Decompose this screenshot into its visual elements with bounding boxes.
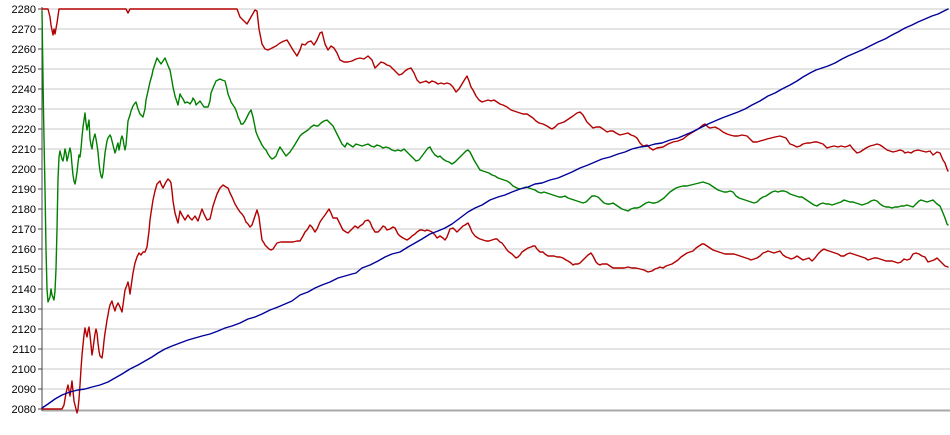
y-axis-label: 2150 (12, 264, 36, 276)
y-axis-label: 2160 (12, 244, 36, 256)
y-axis-label: 2210 (12, 144, 36, 156)
series-line-green (41, 10, 949, 303)
y-axis-label: 2080 (12, 404, 36, 416)
y-axis-label: 2220 (12, 124, 36, 136)
series-line-blue (41, 8, 949, 409)
series-line-red-lower (41, 178, 949, 414)
y-axis-label: 2120 (12, 324, 36, 336)
y-axis-label: 2090 (12, 384, 36, 396)
y-axis-label: 2100 (12, 364, 36, 376)
y-axis-label: 2130 (12, 304, 36, 316)
y-axis-label: 2200 (12, 164, 36, 176)
y-axis-label: 2250 (12, 64, 36, 76)
y-axis-label: 2280 (12, 4, 36, 16)
y-axis-label: 2240 (12, 84, 36, 96)
y-axis-label: 2110 (12, 344, 36, 356)
y-axis-label: 2260 (12, 44, 36, 56)
y-axis-label: 2190 (12, 184, 36, 196)
y-axis-label: 2170 (12, 224, 36, 236)
y-axis-label: 2180 (12, 204, 36, 216)
y-axis-label: 2140 (12, 284, 36, 296)
y-axis-label: 2230 (12, 104, 36, 116)
y-axis-label: 2270 (12, 24, 36, 36)
series-line-red-upper (41, 8, 949, 172)
